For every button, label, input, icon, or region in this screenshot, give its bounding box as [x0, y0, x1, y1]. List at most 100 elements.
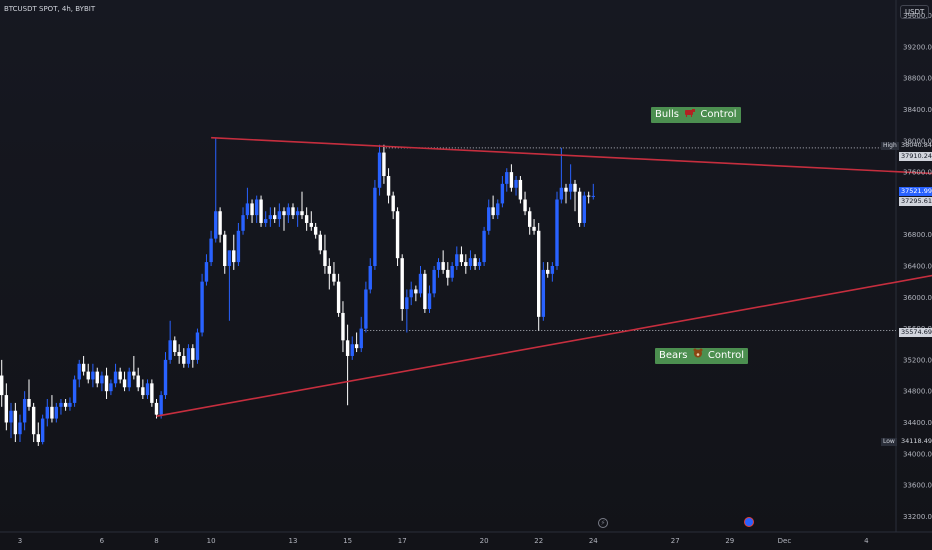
y-tick-label: 38400.00	[903, 106, 932, 114]
candle-body	[332, 273, 336, 282]
candle-body	[568, 183, 573, 192]
y-tick-label: 38000.00	[903, 137, 932, 145]
candle-body	[168, 340, 172, 360]
x-tick-label: 29	[725, 537, 734, 545]
candle-body	[182, 355, 186, 364]
lightning-icon[interactable]: ⚡	[598, 518, 608, 528]
candle-body	[136, 375, 140, 388]
candle-body	[423, 273, 427, 310]
candle-body	[304, 215, 309, 223]
candle-body	[336, 281, 341, 313]
candle-body	[104, 375, 109, 392]
candle-body	[9, 410, 13, 423]
flag-event-icon[interactable]	[744, 517, 754, 527]
candle-body	[327, 266, 332, 274]
bulls-control-text: Control	[700, 109, 737, 120]
trendline[interactable]	[211, 136, 932, 176]
candle-body	[354, 344, 359, 349]
candle-body	[541, 269, 546, 317]
candle-body	[282, 211, 286, 216]
x-tick-label: 15	[343, 537, 352, 545]
y-tick-label: 36400.00	[903, 263, 932, 271]
candle-body	[159, 395, 163, 415]
resistance-price-tag: 37910.24	[899, 152, 932, 161]
bear-icon	[693, 348, 703, 364]
bulls-text: Bulls	[655, 109, 679, 120]
candle-body	[13, 410, 18, 435]
x-tick-label: 22	[534, 537, 543, 545]
candle-body	[359, 328, 363, 349]
candle-body	[523, 199, 527, 212]
candle-body	[68, 402, 72, 407]
candle-body	[500, 183, 505, 204]
candle-body	[537, 230, 541, 317]
candle-body	[109, 383, 113, 392]
candle-body	[54, 406, 59, 419]
candle-body	[400, 258, 404, 310]
candle-body	[214, 211, 218, 239]
candle-body	[95, 371, 99, 384]
trendline[interactable]	[156, 265, 932, 417]
candle-body	[291, 207, 295, 216]
candle-body	[532, 226, 536, 231]
x-tick-label: 10	[207, 537, 216, 545]
current-price-tag-2: 37295.61	[899, 197, 932, 206]
candle-body	[227, 250, 232, 266]
bulls-control-label[interactable]: Bulls Control	[651, 107, 741, 123]
y-tick-label: 39600.00	[903, 12, 932, 20]
candle-body	[254, 199, 259, 216]
candle-body	[295, 211, 300, 216]
y-tick-label: 34400.00	[903, 419, 932, 427]
candle-body	[18, 422, 22, 435]
candle-body	[232, 250, 236, 263]
low-price-tag: 34118.49	[901, 437, 932, 445]
x-tick-label: 13	[289, 537, 298, 545]
candle-body	[264, 219, 268, 223]
time-axis[interactable]: 3 6 8 10 13 15 17 20 22 24 27 29 Dec 4	[18, 537, 869, 545]
currency-button[interactable]: USDT	[900, 5, 930, 19]
candle-body	[22, 399, 27, 423]
candle-body	[564, 187, 568, 192]
candle-body	[464, 262, 468, 266]
candle-body	[245, 203, 250, 216]
candle-body	[373, 187, 377, 266]
candle-body	[427, 293, 432, 310]
candle-body	[31, 406, 36, 435]
candle-body	[118, 371, 122, 380]
bears-control-label[interactable]: Bears Control	[655, 348, 748, 364]
candle-body	[318, 234, 322, 251]
candle-body	[518, 179, 523, 200]
support-price-tag: 35574.69	[899, 328, 932, 337]
bears-control-text: Control	[707, 350, 744, 361]
candle-body	[414, 289, 418, 294]
y-tick-label: 35200.00	[903, 356, 932, 364]
candle-body	[91, 371, 95, 380]
candle-body	[268, 215, 273, 220]
candles	[0, 137, 595, 446]
candle-body	[477, 262, 482, 266]
candle-body	[364, 289, 368, 329]
candle-body	[141, 387, 145, 396]
candle-body	[555, 199, 559, 266]
candle-body	[223, 234, 227, 266]
candle-body	[386, 176, 391, 196]
candle-body	[586, 195, 591, 197]
candle-body	[418, 273, 423, 294]
candle-body	[573, 183, 577, 192]
candle-body	[145, 383, 150, 396]
candle-body	[409, 289, 413, 298]
candle-body	[487, 207, 491, 231]
trendlines[interactable]	[156, 136, 932, 417]
candle-body	[50, 406, 54, 419]
current-price-tag: 37521.99	[899, 187, 932, 196]
candle-body	[204, 262, 209, 282]
y-tick-label: 34800.00	[903, 388, 932, 396]
candle-body	[405, 297, 409, 310]
candle-body	[273, 215, 277, 220]
candle-body	[72, 379, 77, 403]
x-tick-label: 17	[398, 537, 407, 545]
candle-body	[382, 152, 386, 177]
candle-body	[45, 406, 49, 419]
candle-body	[341, 312, 345, 341]
